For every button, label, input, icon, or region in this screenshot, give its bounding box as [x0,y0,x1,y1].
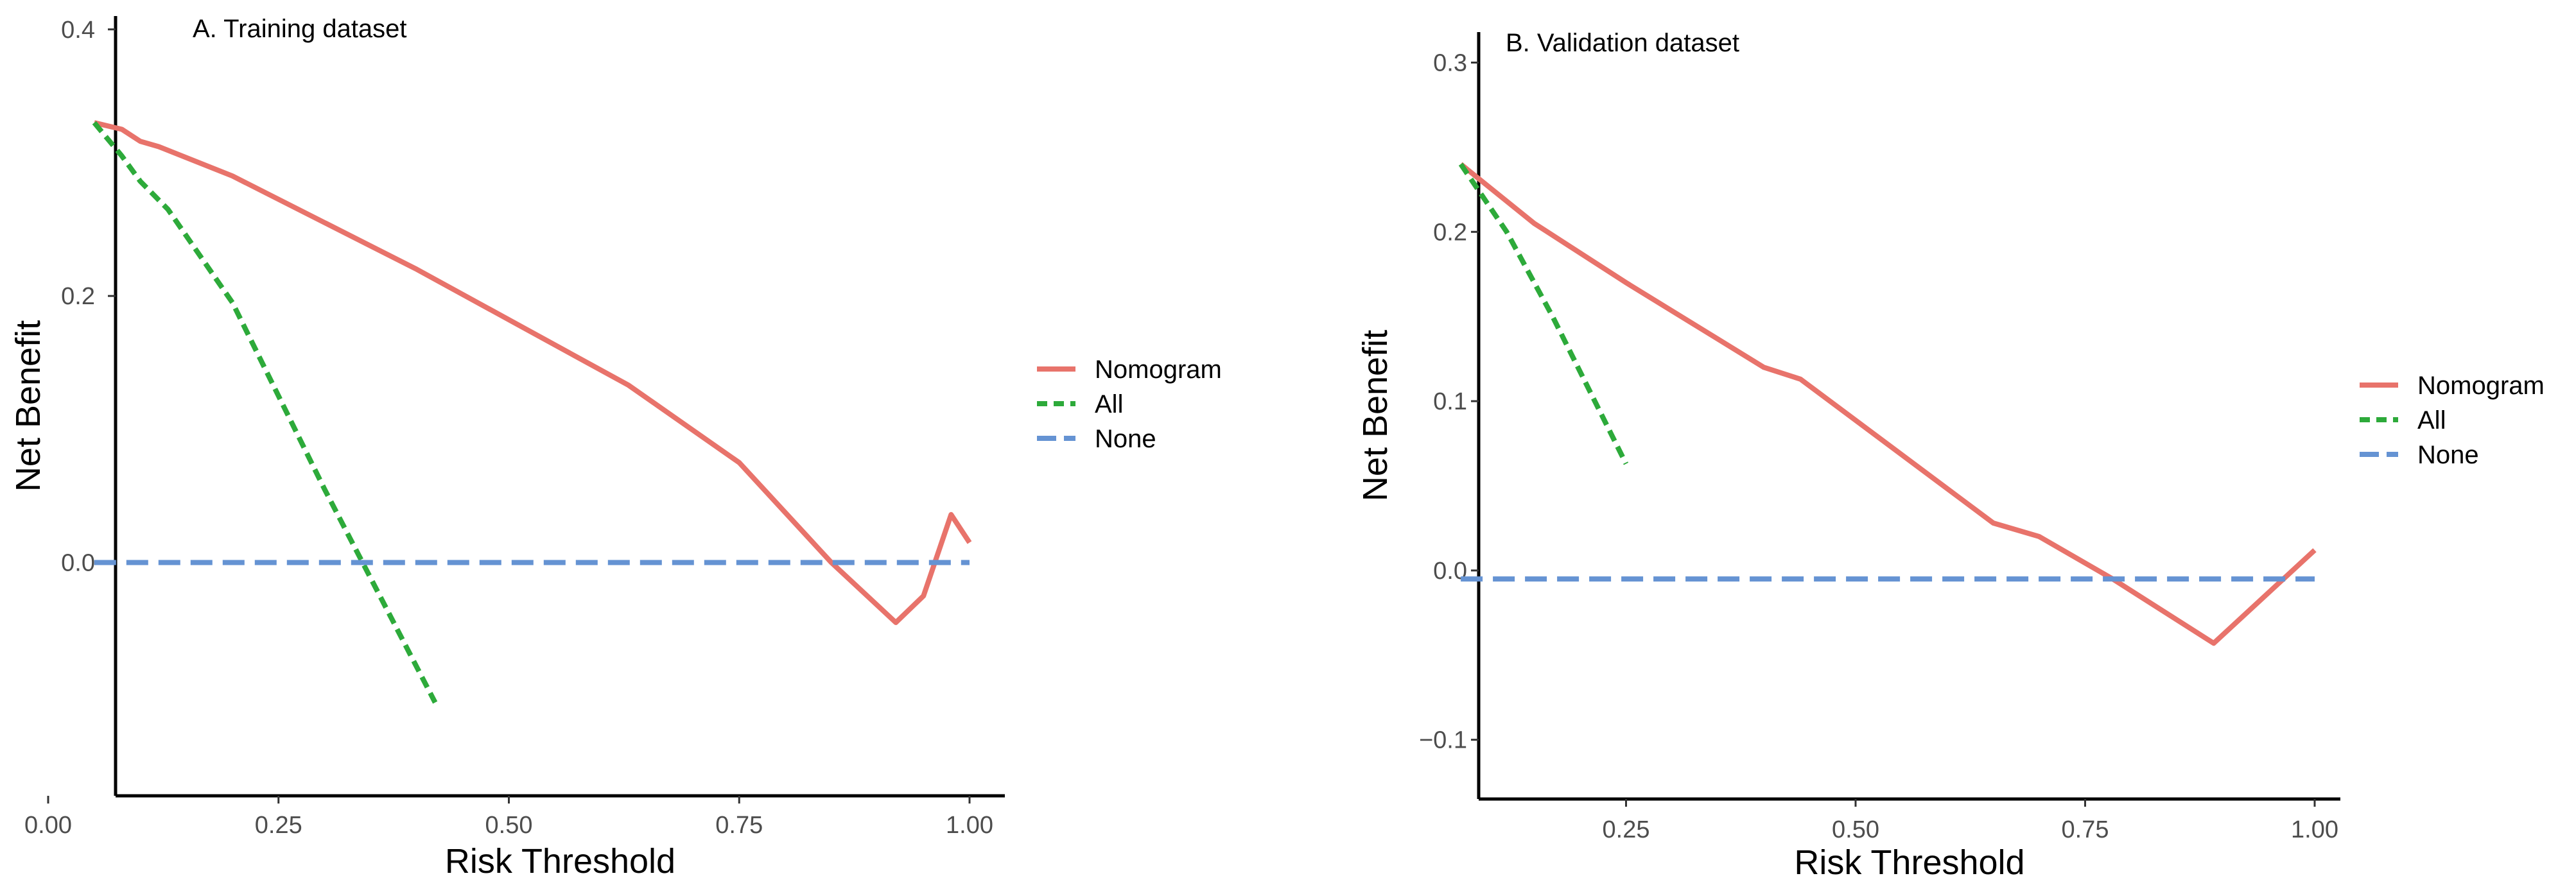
x-tick-label: 0.75 [715,812,763,839]
series-line-all [92,121,438,704]
series-line-nomogram [1459,162,2317,646]
y-tick-label: 0.2 [1433,219,1467,246]
series-line-all [1458,162,1629,465]
x-axis-title: Risk Threshold [445,842,675,881]
legend: Nomogram All None [1037,356,1222,453]
x-tick-label: 0.50 [1832,816,1879,843]
y-tick-label: 0.1 [1433,388,1467,415]
x-tick-label: 0.25 [255,812,302,839]
x-tick-label: 0.25 [1603,816,1650,843]
y-tick-label: 0.3 [1433,49,1467,76]
y-axis-title: Net Benefit [9,320,48,492]
y-axis-title: Net Benefit [1356,330,1395,501]
x-tick-label: 1.00 [2291,816,2338,843]
y-tick-label: 0.0 [61,550,95,577]
y-tick-label: 0.4 [61,17,95,44]
y-tick-label: −0.1 [1419,727,1467,754]
x-tick-label: 0.75 [2062,816,2109,843]
y-tick-label: 0.2 [61,283,95,310]
panel-title: A. Training dataset [193,15,407,43]
panel-training: 0.0 0.2 0.4 0.00 0.25 0.50 0.75 1.00 Risk Thresh… [9,15,1222,881]
x-axis-title: Risk Threshold [1794,843,2024,882]
legend-label-all: All [1095,390,1123,418]
legend-label-none: None [1095,425,1156,453]
panel-title: B. Validation dataset [1506,29,1739,57]
x-tick-label: 0.00 [24,812,72,839]
legend-label-nomogram: Nomogram [2417,372,2545,400]
legend-label-none: None [2417,441,2479,469]
legend: Nomogram All None [2360,372,2545,469]
x-tick-label: 0.50 [485,812,533,839]
legend-label-nomogram: Nomogram [1095,356,1222,384]
x-tick-label: 1.00 [946,812,993,839]
series-line-nomogram [93,120,972,625]
legend-label-all: All [2417,406,2446,434]
